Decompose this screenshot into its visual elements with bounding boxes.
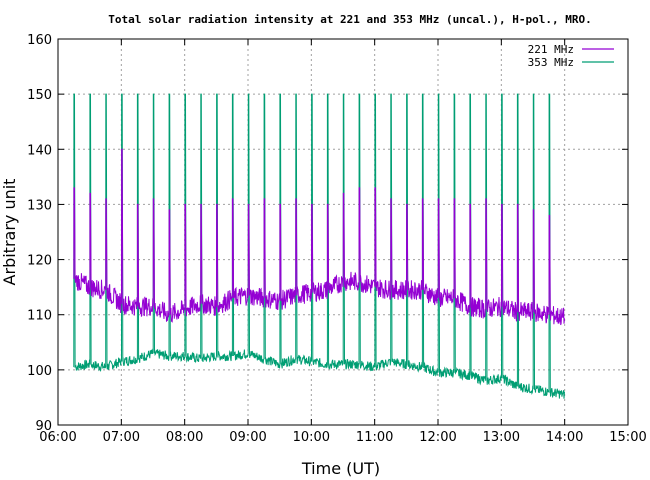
series-353-mhz xyxy=(73,93,565,399)
x-tick-label: 13:00 xyxy=(483,430,520,445)
y-tick-label: 90 xyxy=(35,419,52,434)
y-tick-label: 120 xyxy=(27,254,52,269)
x-tick-label: 07:00 xyxy=(103,430,140,445)
y-axis-label: Arbitrary unit xyxy=(0,179,19,286)
series-line xyxy=(73,148,565,326)
x-tick-label: 09:00 xyxy=(229,430,266,445)
series-221-mhz xyxy=(73,148,565,326)
y-tick-label: 100 xyxy=(27,364,52,379)
legend-label: 221 MHz xyxy=(528,43,574,56)
y-tick-label: 140 xyxy=(27,143,52,158)
x-tick-label: 11:00 xyxy=(356,430,393,445)
series-layer xyxy=(73,93,565,399)
x-tick-label: 06:00 xyxy=(39,430,76,445)
y-tick-label: 150 xyxy=(27,88,52,103)
ticks: 06:00 07:00 08:00 09:00 10:00 11:00 12:00 13:00… xyxy=(27,33,647,445)
plot-frame xyxy=(57,38,629,426)
x-axis-label: Time (UT) xyxy=(301,459,380,478)
y-tick-label: 160 xyxy=(27,33,52,48)
x-tick-label: 12:00 xyxy=(419,430,456,445)
x-tick-label: 15:00 xyxy=(609,430,646,445)
legend-label: 353 MHz xyxy=(528,56,574,69)
x-tick-label: 10:00 xyxy=(293,430,330,445)
x-tick-label: 08:00 xyxy=(166,430,203,445)
y-tick-label: 130 xyxy=(27,198,52,213)
x-tick-label: 14:00 xyxy=(546,430,583,445)
series-line xyxy=(73,93,565,399)
y-tick-label: 110 xyxy=(27,309,52,324)
chart-title: Total solar radiation intensity at 221 a… xyxy=(108,13,591,26)
